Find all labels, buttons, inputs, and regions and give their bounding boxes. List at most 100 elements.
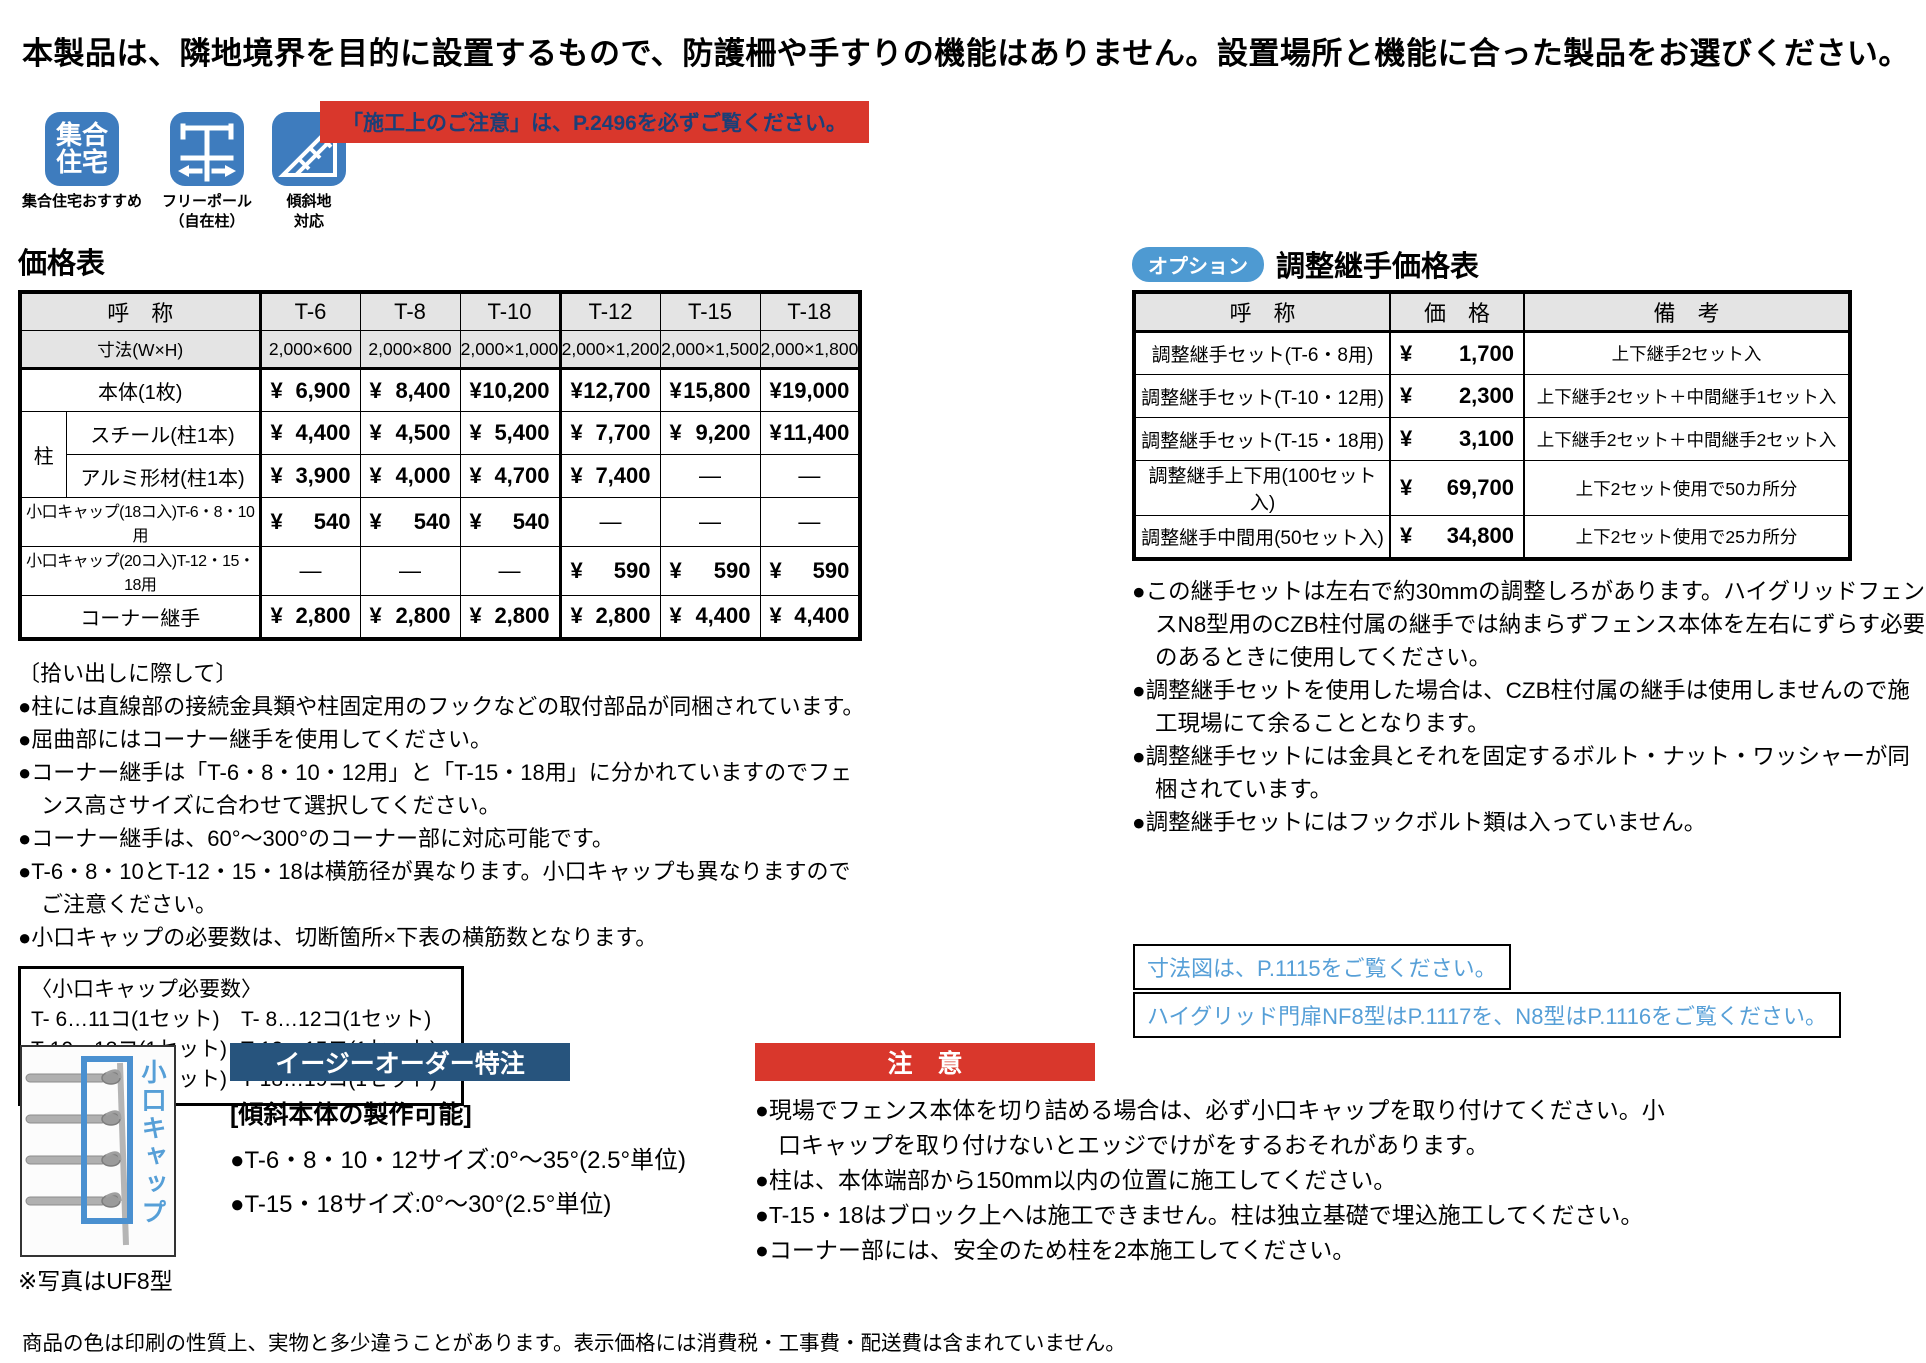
price-cell: ¥4,700 [459, 454, 561, 498]
row-label-corner: コーナー継手 [19, 595, 261, 639]
price-table-title: 価格表 [18, 248, 106, 280]
pickup-notes-heading: 〔拾い出しに際して〕 [18, 660, 238, 686]
adjust-row-name: 調整継手中間用(50セット入) [1133, 515, 1391, 559]
price-cell: ¥19,000 [759, 368, 861, 412]
feature-badge-apartment: 集合 住宅 集合住宅おすすめ [22, 112, 142, 231]
badge-label-free-pole: フリーポール （自在柱） [162, 193, 253, 230]
adj-col-header-name: 呼 称 [1133, 291, 1391, 333]
col-header-t12: T-12 [558, 291, 661, 331]
row-label-cap20: 小口キャップ(20コ入)T-12・15・18用 [19, 546, 261, 596]
photo-caption: ※写真はUF8型 [18, 1268, 173, 1294]
easy-order-item: ●T-6・8・10・12サイズ:0°〜35°(2.5°単位) [230, 1147, 687, 1174]
price-cell: ¥4,500 [359, 411, 461, 455]
pickup-notes: 〔拾い出しに際して〕 ●柱には直線部の接続金具類や柱固定用のフックなどの取付部品… [18, 657, 868, 954]
badge-label-slope: 傾斜地 対応 [286, 193, 332, 230]
fence-photo: 小口キャップ [20, 1045, 176, 1257]
price-cell: ¥540 [459, 497, 561, 547]
col-header-t15: T-15 [659, 291, 761, 331]
option-badge: オプション [1132, 246, 1264, 282]
feature-badge-free-pole: フリーポール （自在柱） [162, 112, 252, 231]
adjust-notes: ●この継手セットは左右で約30mmの調整しろがあります。ハイグリッドフェンスN8… [1132, 575, 1926, 839]
feature-badges: 集合 住宅 集合住宅おすすめ フリーポール （自在柱） [22, 112, 347, 231]
easy-order-subtitle: [傾斜本体の製作可能] [230, 1101, 472, 1129]
price-cell: ¥2,800 [558, 595, 661, 639]
price-section: 価格表 呼 称 T-6 T-8 T-10 T-12 T-15 T-18 寸法(W… [18, 246, 868, 1106]
price-cell: — [659, 497, 761, 547]
adjust-price-cell: ¥3,100 [1389, 417, 1525, 461]
apartment-icon: 集合 住宅 [45, 112, 119, 186]
price-cell: — [759, 454, 861, 498]
size-cell: 2,000×1,800 [759, 330, 861, 370]
size-cell: 2,000×1,000 [459, 330, 561, 370]
caution-item: ●T-15・18はブロック上へは施工できません。柱は独立基礎で埋込施工してくださ… [755, 1202, 1644, 1228]
price-cell: ¥6,900 [258, 368, 361, 412]
adjust-note-cell: 上下2セット使用で25カ所分 [1523, 515, 1851, 559]
easy-order-section: イージーオーダー特注 [傾斜本体の製作可能] ●T-6・8・10・12サイズ:0… [230, 1043, 750, 1219]
adjust-note-cell: 上下継手2セット入 [1523, 331, 1851, 375]
col-header-t6: T-6 [258, 291, 361, 331]
adjust-note-line: ●調整継手セットを使用した場合は、CZB柱付属の継手は使用しませんので施工現場に… [1132, 677, 1910, 736]
adjust-note-cell: 上下継手2セット＋中間継手2セット入 [1523, 417, 1851, 461]
caution-section: 注 意 ●現場でフェンス本体を切り詰める場合は、必ず小口キャップを取り付けてくだ… [755, 1043, 1670, 1268]
page-top-notice: 本製品は、隣地境界を目的に設置するもので、防護柵や手すりの機能はありません。設置… [22, 36, 1910, 71]
price-cell: ¥2,800 [459, 595, 561, 639]
adjust-section: オプション 調整継手価格表 呼 称 価 格 備 考 調整継手セット(T-6・8用… [1132, 246, 1926, 839]
photo-vertical-label: 小口キャップ [138, 1059, 166, 1227]
easy-order-banner: イージーオーダー特注 [230, 1043, 570, 1081]
adjust-row-name: 調整継手セット(T-6・8用) [1133, 331, 1391, 375]
row-label-steel: スチール(柱1本) [65, 411, 261, 455]
col-header-t10: T-10 [459, 291, 561, 331]
price-cell: — [558, 497, 661, 547]
row-label-cap18: 小口キャップ(18コ入)T-6・8・10用 [19, 497, 261, 547]
note-line: ●T-6・8・10とT-12・15・18は横筋径が異なります。小口キャップも異な… [18, 858, 851, 917]
adjust-table-title: 調整継手価格表 [1276, 251, 1480, 283]
cap-box-title: 〈小口キャップ必要数〉 [31, 977, 262, 1001]
adjust-row-name: 調整継手セット(T-10・12用) [1133, 374, 1391, 418]
price-cell: ¥3,900 [258, 454, 361, 498]
price-cell: ¥590 [759, 546, 861, 596]
construction-notice-banner: 「施工上のご注意」は、P.2496を必ずご覧ください。 [320, 101, 869, 143]
adjust-price-cell: ¥34,800 [1389, 515, 1525, 559]
size-cell: 2,000×1,500 [659, 330, 761, 370]
free-pole-icon [170, 112, 245, 186]
adj-col-header-price: 価 格 [1389, 291, 1525, 333]
caution-item: ●コーナー部には、安全のため柱を2本施工してください。 [755, 1237, 1356, 1263]
price-cell: — [759, 497, 861, 547]
adjust-note-cell: 上下2セット使用で50カ所分 [1523, 460, 1851, 516]
badge-label-apartment: 集合住宅おすすめ [22, 193, 143, 210]
size-row-label: 寸法(W×H) [19, 330, 261, 370]
col-header-t18: T-18 [759, 291, 861, 331]
price-cell: ¥11,400 [759, 411, 861, 455]
note-line: ●小口キャップの必要数は、切断箇所×下表の横筋数となります。 [18, 924, 658, 950]
price-cell: ¥8,400 [359, 368, 461, 412]
price-cell: ¥7,700 [558, 411, 661, 455]
price-cell: ¥4,400 [759, 595, 861, 639]
price-cell: ¥590 [558, 546, 661, 596]
note-line: ●コーナー継手は「T-6・8・10・12用」と「T-15・18用」に分かれていま… [18, 759, 853, 818]
caution-item: ●現場でフェンス本体を切り詰める場合は、必ず小口キャップを取り付けてください。小… [755, 1097, 1665, 1158]
row-label-aluminum: アルミ形材(柱1本) [65, 454, 261, 498]
price-cell: ¥540 [359, 497, 461, 547]
caution-item: ●柱は、本体端部から150mm以内の位置に施工してください。 [755, 1167, 1397, 1193]
price-cell: ¥540 [258, 497, 361, 547]
col-header-name: 呼 称 [19, 291, 261, 331]
adjust-price-cell: ¥2,300 [1389, 374, 1525, 418]
adjust-row-name: 調整継手上下用(100セット入) [1133, 460, 1391, 516]
price-cell: ¥4,400 [659, 595, 761, 639]
note-line: ●柱には直線部の接続金具類や柱固定用のフックなどの取付部品が同梱されています。 [18, 693, 865, 719]
col-header-t8: T-8 [359, 291, 461, 331]
price-cell: ¥4,000 [359, 454, 461, 498]
adj-col-header-note: 備 考 [1523, 291, 1851, 333]
adjust-note-line: ●調整継手セットには金具とそれを固定するボルト・ナット・ワッシャーが同梱されてい… [1132, 743, 1910, 802]
price-cell: ¥12,700 [558, 368, 661, 412]
note-line: ●コーナー継手は、60°〜300°のコーナー部に対応可能です。 [18, 825, 614, 851]
end-cap-photo-illustration [25, 1056, 133, 1246]
adjust-row-name: 調整継手セット(T-15・18用) [1133, 417, 1391, 461]
price-cell: ¥2,800 [359, 595, 461, 639]
dimension-link-box[interactable]: 寸法図は、P.1115をご覧ください。 [1133, 944, 1511, 990]
caution-banner: 注 意 [755, 1043, 1095, 1081]
gate-link-box[interactable]: ハイグリッド門扉NF8型はP.1117を、N8型はP.1116をご覧ください。 [1133, 992, 1842, 1038]
price-table: 呼 称 T-6 T-8 T-10 T-12 T-15 T-18 寸法(W×H) … [18, 290, 863, 641]
price-cell: — [258, 546, 361, 596]
row-group-pillar: 柱 [19, 411, 67, 498]
